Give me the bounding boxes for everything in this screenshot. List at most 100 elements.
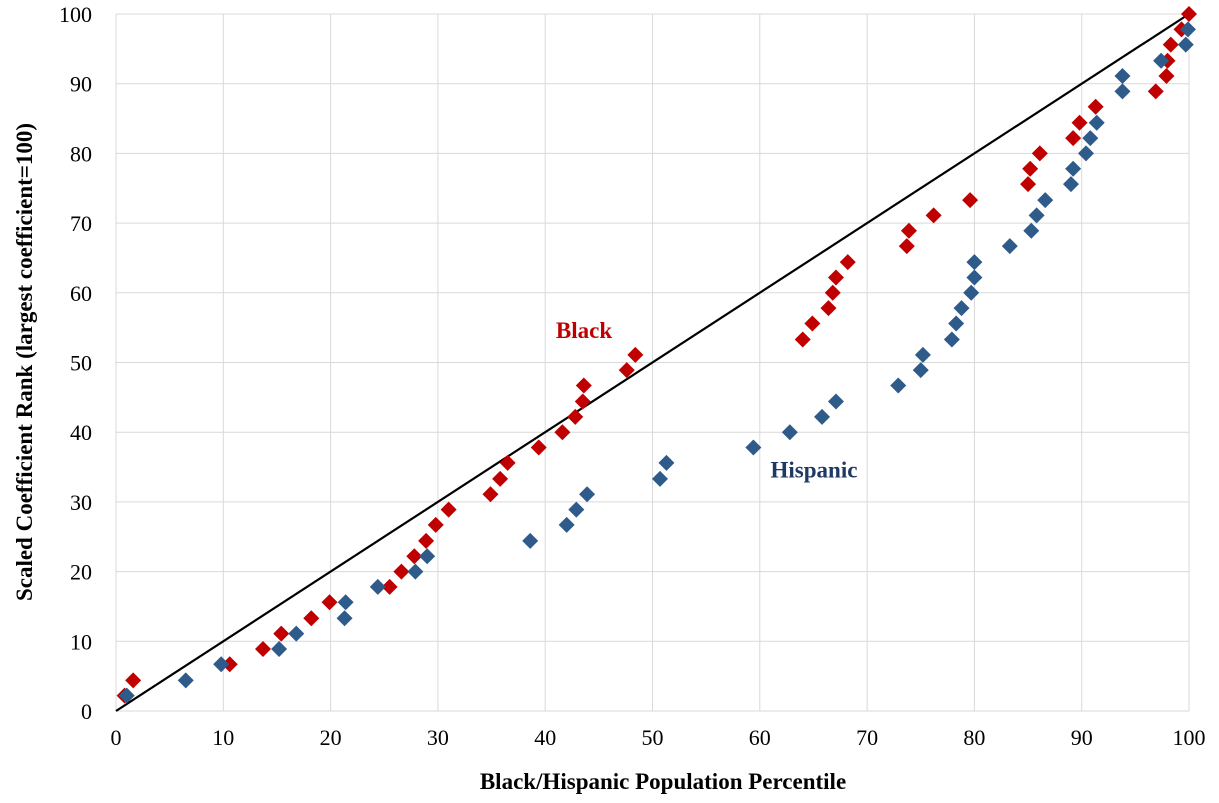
x-axis-label: Black/Hispanic Population Percentile [480, 769, 846, 794]
data-point [1023, 222, 1040, 239]
data-point [255, 640, 272, 657]
data-point [781, 424, 798, 441]
y-tick-label: 40 [70, 420, 92, 445]
data-point [814, 408, 831, 425]
data-point [1114, 68, 1131, 85]
data-point [658, 454, 675, 471]
data-point [530, 439, 547, 456]
data-point [1088, 114, 1105, 131]
data-point [824, 284, 841, 301]
series-0 [116, 6, 1197, 704]
data-point [1031, 145, 1048, 162]
x-tick-label: 60 [749, 725, 771, 750]
y-tick-label: 100 [59, 2, 92, 27]
data-point [966, 254, 983, 271]
data-point [652, 470, 669, 487]
data-point [1179, 21, 1196, 38]
x-tick-label: 30 [427, 725, 449, 750]
data-point [1065, 130, 1082, 147]
data-point [369, 578, 386, 595]
series-1 [118, 21, 1196, 704]
data-point [337, 594, 354, 611]
data-point [890, 377, 907, 394]
data-point [407, 563, 424, 580]
data-point [579, 486, 596, 503]
data-point [1001, 238, 1018, 255]
data-point [1022, 160, 1039, 177]
data-point [827, 269, 844, 286]
y-tick-label: 80 [70, 141, 92, 166]
data-point [558, 516, 575, 533]
y-tick-label: 20 [70, 560, 92, 585]
data-point [393, 563, 410, 580]
x-tick-label: 20 [320, 725, 342, 750]
data-point [522, 532, 539, 549]
data-point [482, 486, 499, 503]
data-point [321, 594, 338, 611]
data-point [618, 362, 635, 379]
data-point [221, 656, 238, 673]
reference-diagonal-line [115, 13, 1190, 712]
gridlines [115, 13, 1190, 712]
data-point [966, 269, 983, 286]
data-point [574, 393, 591, 410]
data-point [943, 331, 960, 348]
data-point [627, 346, 644, 363]
data-point [406, 548, 423, 565]
data-point [953, 300, 970, 317]
x-tick-label: 100 [1173, 725, 1206, 750]
data-point [1071, 114, 1088, 131]
data-point [273, 625, 290, 642]
y-tick-label: 30 [70, 490, 92, 515]
x-tick-label: 80 [963, 725, 985, 750]
data-point [948, 315, 965, 332]
data-point [1158, 68, 1175, 85]
data-point [336, 610, 353, 627]
x-tick-label: 90 [1071, 725, 1093, 750]
data-point [745, 439, 762, 456]
y-tick-label: 70 [70, 211, 92, 236]
data-point [1065, 160, 1082, 177]
data-point [288, 625, 305, 642]
y-tick-label: 60 [70, 281, 92, 306]
data-point [499, 454, 516, 471]
data-point [1020, 176, 1037, 193]
y-tick-label: 90 [70, 72, 92, 97]
data-point [1087, 98, 1104, 115]
data-point [1181, 6, 1197, 22]
data-point [963, 284, 980, 301]
data-point [1037, 192, 1054, 209]
x-tick-label: 70 [856, 725, 878, 750]
data-point [568, 501, 585, 518]
data-point [1082, 130, 1099, 147]
data-point [575, 377, 592, 394]
annotation-label: Hispanic [771, 458, 858, 483]
data-point [1114, 83, 1131, 100]
data-point [125, 672, 142, 689]
x-tick-labels: 0 10 20 30 40 50 60 70 80 90 100 [111, 725, 1206, 750]
data-point [914, 346, 931, 363]
y-axis-label: Scaled Coefficient Rank (largest coeffic… [12, 123, 37, 601]
x-tick-label: 40 [534, 725, 556, 750]
data-point [1162, 36, 1179, 53]
data-point [1153, 52, 1170, 69]
annotations: Black Hispanic [556, 318, 858, 482]
y-tick-label: 10 [70, 629, 92, 654]
data-point [925, 207, 942, 224]
data-point [440, 501, 457, 518]
data-point [381, 578, 398, 595]
data-point [898, 238, 915, 255]
data-point [900, 222, 917, 239]
data-point [213, 656, 230, 673]
y-tick-labels: 0 10 20 30 40 50 60 70 80 90 100 [59, 2, 92, 724]
annotation-label: Black [556, 318, 612, 343]
data-point [804, 315, 821, 332]
data-point [1177, 36, 1194, 53]
x-tick-label: 50 [642, 725, 664, 750]
data-point [419, 548, 436, 565]
data-point [177, 672, 194, 689]
data-point [492, 470, 509, 487]
x-tick-label: 0 [111, 725, 122, 750]
data-point [1147, 83, 1164, 100]
